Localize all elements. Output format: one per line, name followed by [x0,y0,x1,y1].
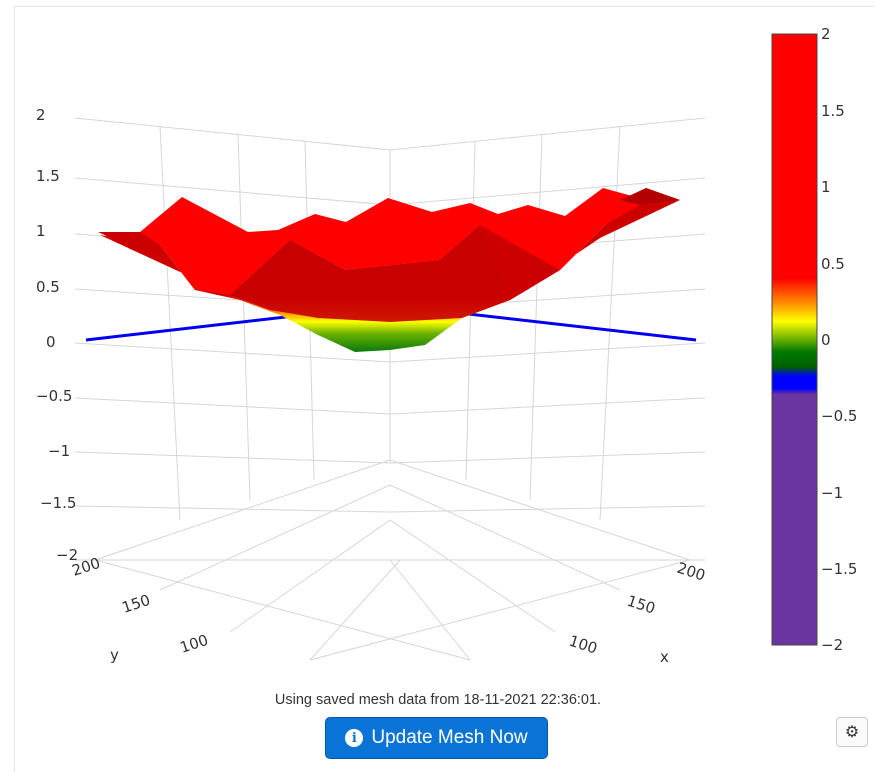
x-axis-ticks: 200 150 100 x [567,559,708,666]
z-tick-label: −1.5 [40,494,76,512]
z-tick-label: 1.5 [36,167,60,185]
colorbar-tick-label: 1 [821,178,831,196]
x-tick-label: 100 [567,632,600,658]
colorbar-tick-label: −1 [821,484,843,502]
z-axis-ticks: 2 1.5 1 0.5 0 −0.5 −1 −1.5 −2 [36,106,78,564]
x-axis-title: x [660,648,669,666]
y-tick-label: 150 [120,591,153,617]
colorbar-tick-label: 1.5 [821,102,845,120]
colorbar-tick-label: −2 [821,636,843,654]
surface-plot[interactable]: 2 1.5 1 0.5 0 −0.5 −1 −1.5 −2 200 150 10… [0,0,876,690]
z-tick-label: 0 [46,333,56,351]
colorbar-tick-label: 0 [821,331,831,349]
colorbar-tick-label: 2 [821,25,831,43]
surface-shade [230,225,560,322]
x-tick-label: 200 [675,559,708,585]
colorbar-scale [771,33,818,646]
colorbar: 2 1.5 1 0.5 0 −0.5 −1 −1.5 −2 [771,25,857,654]
colorbar-tick-label: 0.5 [821,255,845,273]
surface-ridge [98,232,160,245]
update-mesh-button[interactable]: i Update Mesh Now [325,717,548,759]
info-circle-icon: i [345,729,364,747]
z-tick-label: 2 [36,106,46,124]
z-tick-label: −2 [56,546,78,564]
z-tick-label: 1 [36,222,46,240]
y-axis-ticks: 200 150 100 y [70,554,211,664]
grid-back-wall [74,117,706,561]
mesh-status-text: Using saved mesh data from 18-11-2021 22… [274,692,602,708]
surface-peak [620,188,680,205]
gear-icon: ⚙ [844,724,860,741]
plot-panel [14,6,874,772]
z-tick-label: 0.5 [36,278,60,296]
z-tick-label: −1 [48,442,70,460]
colorbar-tick-label: −1.5 [821,560,857,578]
x-tick-label: 150 [625,592,658,618]
grid-floor [94,459,691,661]
colorbar-tick-label: −0.5 [821,407,857,425]
y-axis-title: y [110,646,119,664]
y-tick-label: 100 [178,631,211,657]
settings-button[interactable]: ⚙ [836,717,868,747]
update-mesh-button-label: Update Mesh Now [371,727,528,748]
z-tick-label: −0.5 [36,387,72,405]
